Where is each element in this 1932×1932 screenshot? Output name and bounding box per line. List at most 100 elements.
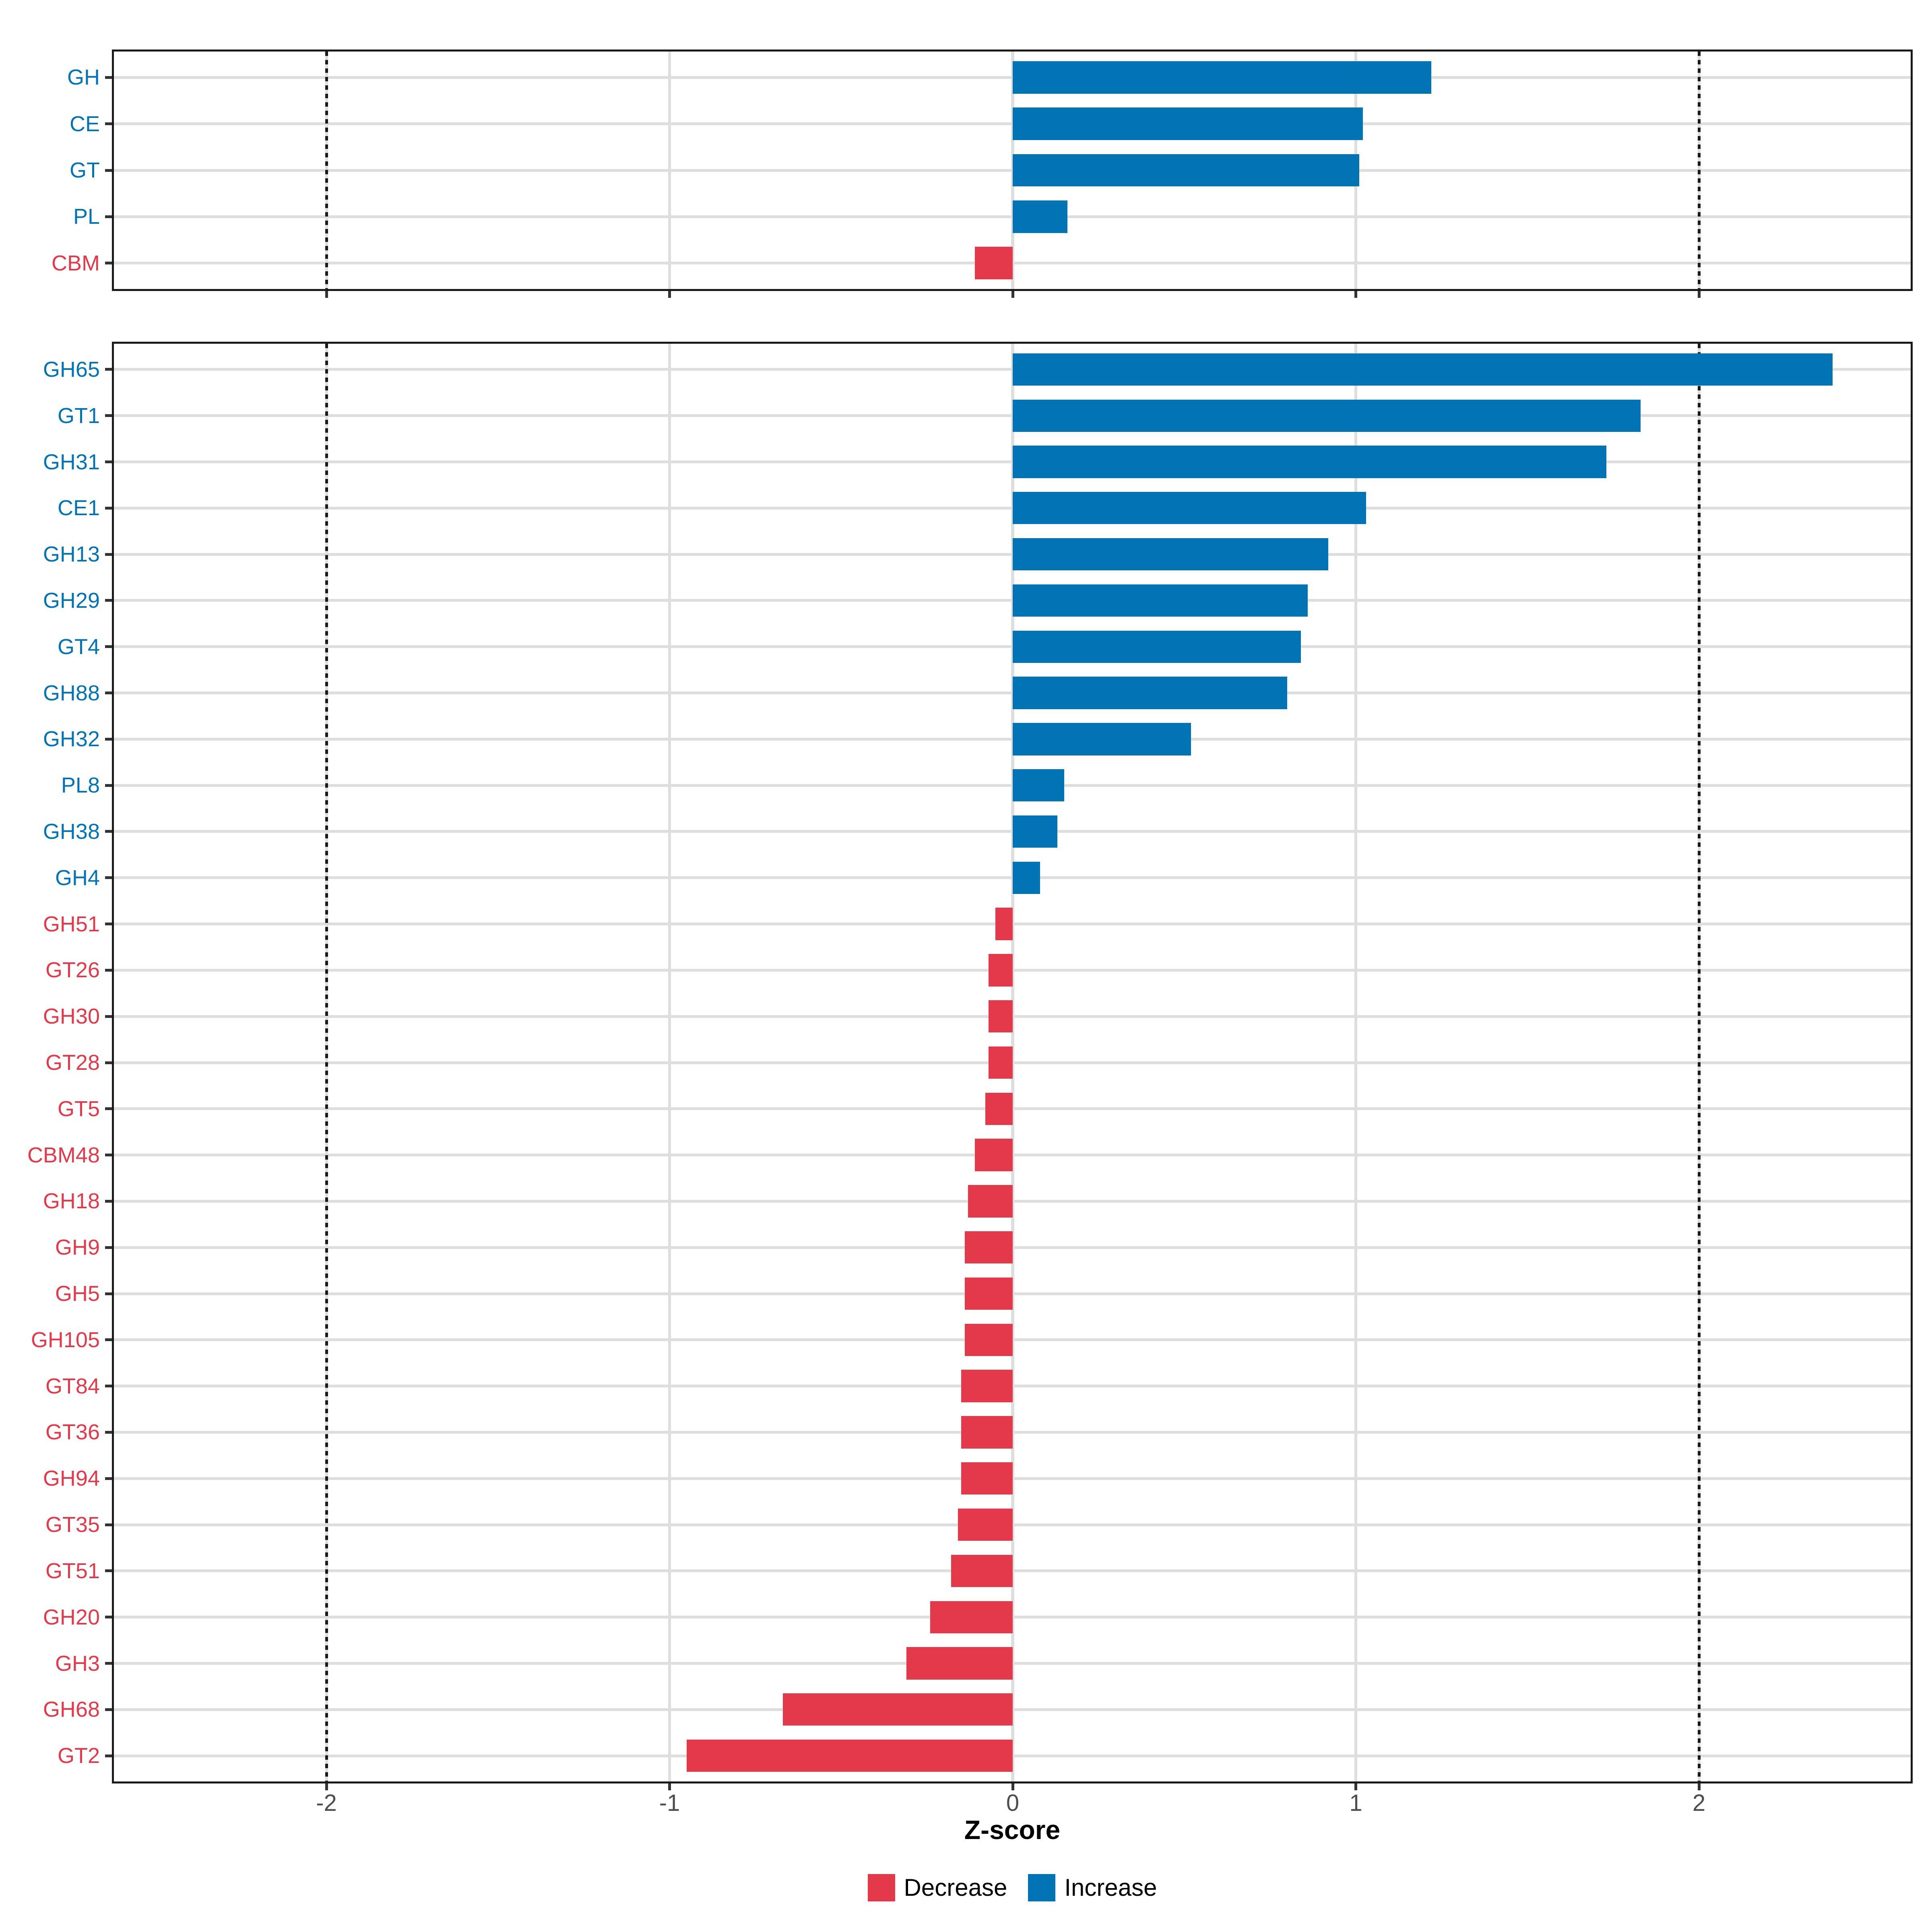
y-axis-label-GH65: GH65 [43,357,100,382]
bar-GT2 [687,1739,1013,1772]
y-axis-label-GT28: GT28 [45,1051,100,1075]
y-tick-mark [105,1662,112,1665]
y-axis-label-GT26: GT26 [45,958,100,983]
x-gridline [1011,344,1014,1781]
y-axis-label-GH51: GH51 [43,912,100,936]
bar-GH5 [964,1277,1013,1310]
legend-item-decrease: Decrease [867,1874,1007,1901]
y-axis-label-GH38: GH38 [43,819,100,844]
legend-key-decrease-swatch [867,1874,895,1901]
x-gridline [668,344,671,1781]
bar-GH38 [1013,815,1057,848]
y-tick-mark [105,460,112,463]
y-axis-label-CBM: CBM [52,251,100,275]
x-tick-label: -2 [316,1790,337,1816]
y-axis-label-GH9: GH9 [55,1235,100,1260]
bar-GH51 [995,908,1013,940]
y-axis-label-GT51: GT51 [45,1558,100,1583]
y-axis-label-GH88: GH88 [43,681,100,705]
y-axis-label-GH31: GH31 [43,450,100,474]
reference-line [325,344,328,1781]
y-tick-mark [105,1199,112,1203]
y-tick-mark [105,368,112,371]
y-tick-mark [105,1246,112,1249]
y-axis-label-GH68: GH68 [43,1697,100,1722]
y-tick-mark [105,1754,112,1757]
y-tick-mark [105,1477,112,1480]
bar-GH65 [1013,353,1833,386]
y-axis-label-CE: CE [69,111,100,136]
bar-GH31 [1013,446,1606,478]
bar-GH9 [964,1231,1013,1264]
bar-GH94 [961,1462,1013,1495]
y-axis-label-PL: PL [73,204,100,229]
bar-GH30 [989,1000,1013,1033]
y-axis-label-GH105: GH105 [31,1327,100,1352]
y-axis-label-GH4: GH4 [55,865,100,890]
reference-line [1697,344,1701,1781]
y-tick-mark [105,169,112,172]
bar-PL [1013,200,1068,233]
y-tick-mark [105,968,112,972]
bar-GH18 [968,1185,1013,1218]
y-tick-mark [105,1569,112,1573]
bar-GT1 [1013,399,1641,432]
x-tick-label: -1 [659,1790,680,1816]
legend: Decrease Increase [112,1874,1913,1901]
y-axis-label-GT35: GT35 [45,1513,100,1537]
bar-CE [1013,107,1363,140]
panel-top [112,50,1913,291]
x-tick-label: 1 [1349,1790,1362,1816]
bar-GH3 [906,1647,1013,1680]
bar-GT36 [961,1416,1013,1449]
y-axis-label-GT2: GT2 [57,1744,100,1768]
bar-GT26 [989,954,1013,987]
x-axis-title: Z-score [964,1815,1061,1845]
y-tick-mark [105,737,112,741]
y-tick-mark [105,645,112,648]
bar-GH20 [930,1601,1013,1633]
y-axis-label-GT: GT [70,158,100,182]
bar-GT4 [1013,630,1301,663]
y-tick-mark [105,1107,112,1110]
legend-key-increase-swatch [1028,1874,1056,1901]
x-tick-mark [1354,291,1357,298]
x-tick-mark [1011,1783,1014,1790]
x-tick-mark [325,291,328,298]
bar-PL8 [1013,769,1064,802]
x-tick-label: 2 [1692,1790,1706,1816]
y-axis-label-GH20: GH20 [43,1605,100,1629]
y-axis-label-GH30: GH30 [43,1004,100,1029]
reference-line [1697,52,1701,289]
x-tick-mark [325,1783,328,1790]
x-tick-mark [1011,291,1014,298]
y-tick-mark [105,76,112,79]
bar-GT51 [951,1554,1013,1587]
bar-GT5 [985,1092,1013,1125]
y-tick-mark [105,1154,112,1157]
x-tick-mark [1697,291,1701,298]
y-tick-mark [105,553,112,556]
y-tick-mark [105,1385,112,1388]
panel-bottom [112,342,1913,1783]
y-tick-mark [105,1616,112,1619]
y-tick-mark [105,923,112,926]
y-axis-label-GT84: GT84 [45,1374,100,1398]
y-axis-label-GH5: GH5 [55,1282,100,1306]
y-axis-label-CBM48: CBM48 [27,1143,100,1167]
y-tick-mark [105,1523,112,1526]
x-tick-mark [1354,1783,1357,1790]
y-axis-label-GH94: GH94 [43,1466,100,1491]
reference-line [325,52,328,289]
bar-GH4 [1013,861,1040,894]
y-axis-label-GH29: GH29 [43,588,100,613]
legend-item-increase: Increase [1028,1874,1157,1901]
legend-label-increase: Increase [1064,1874,1157,1901]
bar-GT28 [989,1046,1013,1079]
x-gridline [668,52,671,289]
y-tick-mark [105,1430,112,1434]
bar-CE1 [1013,492,1366,524]
y-axis-label-PL8: PL8 [61,773,100,798]
bar-GT [1013,154,1360,187]
